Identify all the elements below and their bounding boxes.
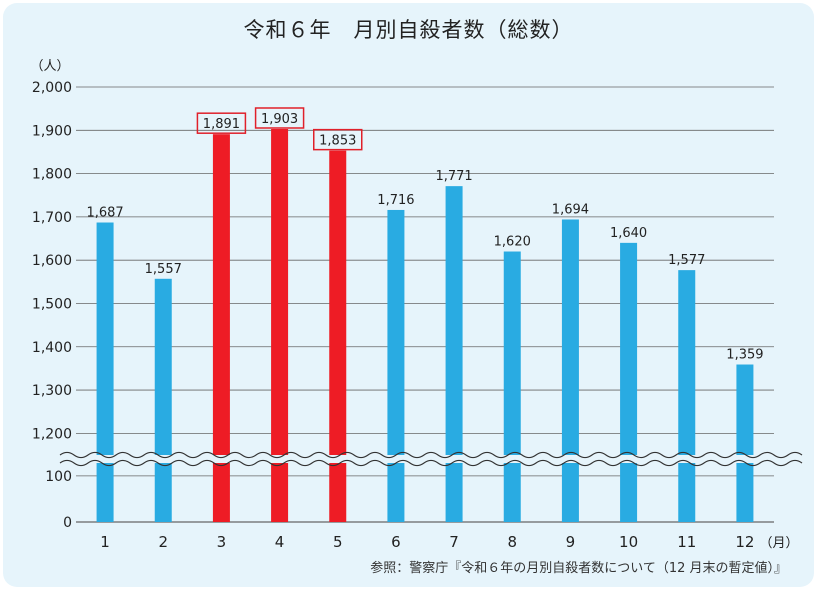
bar xyxy=(445,186,463,457)
highlight-box xyxy=(196,112,247,134)
bar xyxy=(620,242,638,457)
x-tick-label: 2 xyxy=(158,533,168,551)
bar-lower xyxy=(271,460,289,522)
y-tick-label: 1,600 xyxy=(32,253,72,269)
chart-title: 令和６年 月別自殺者数（総数） xyxy=(243,18,574,42)
data-label: 1,577 xyxy=(668,253,705,268)
axis-break-line xyxy=(59,459,803,467)
bar xyxy=(271,128,289,457)
y-tick-label: 1,300 xyxy=(32,383,72,399)
x-tick-label: 3 xyxy=(217,533,227,551)
y-tick-label: 100 xyxy=(45,469,72,485)
bar xyxy=(329,150,347,458)
bar xyxy=(736,364,754,457)
x-tick-label: 1 xyxy=(100,533,110,551)
bar-lower xyxy=(154,460,172,522)
bar-lower xyxy=(212,460,230,522)
data-label: 1,359 xyxy=(726,348,763,363)
data-label: 1,687 xyxy=(86,206,123,221)
data-label: 1,903 xyxy=(261,112,298,127)
y-axis-unit: （人） xyxy=(30,59,69,74)
bar-lower xyxy=(678,460,696,522)
data-label: 1,853 xyxy=(319,134,356,149)
bar-lower xyxy=(387,460,405,522)
source-note: 参照：警察庁『令和６年の月別自殺者数について（12 月末の暫定値）』 xyxy=(370,561,787,576)
bar-lower xyxy=(561,460,579,522)
x-tick-label: 6 xyxy=(391,533,401,551)
x-tick-label: 10 xyxy=(619,533,638,551)
data-label: 1,640 xyxy=(610,226,647,241)
axis-break-band xyxy=(60,455,792,463)
x-tick-label: 11 xyxy=(677,533,696,551)
bar xyxy=(154,278,172,457)
highlight-box xyxy=(313,128,363,151)
bar-lower xyxy=(329,460,347,522)
bar xyxy=(387,209,405,457)
highlight-box xyxy=(254,107,305,129)
data-label: 1,557 xyxy=(145,262,182,277)
x-axis-unit: （月） xyxy=(759,536,798,551)
x-tick-label: 4 xyxy=(275,533,285,551)
data-label: 1,620 xyxy=(494,235,531,250)
y-tick-label: 1,900 xyxy=(32,123,72,139)
x-tick-label: 8 xyxy=(507,533,517,551)
x-tick-label: 7 xyxy=(449,533,459,551)
x-tick-label: 9 xyxy=(566,533,576,551)
bar xyxy=(212,134,230,457)
x-tick-label: 5 xyxy=(333,533,343,551)
y-tick-label: 1,400 xyxy=(32,340,72,356)
y-tick-label: 0 xyxy=(63,515,72,531)
y-tick-label: 1,500 xyxy=(32,296,72,312)
axis-break-line xyxy=(59,451,803,459)
bar-lower xyxy=(736,460,754,522)
bar-lower xyxy=(503,460,521,522)
bar-lower xyxy=(620,460,638,522)
bar-lower xyxy=(96,460,114,522)
y-tick-label: 1,200 xyxy=(32,426,72,442)
bar xyxy=(678,270,696,457)
bar xyxy=(96,222,114,457)
y-tick-label: 1,700 xyxy=(32,210,72,226)
y-tick-label: 2,000 xyxy=(32,80,72,96)
bar xyxy=(561,219,579,457)
x-tick-label: 12 xyxy=(735,533,754,551)
data-label: 1,694 xyxy=(552,202,589,217)
data-label: 1,716 xyxy=(377,193,414,208)
y-tick-label: 1,800 xyxy=(32,167,72,183)
data-label: 1,891 xyxy=(203,117,240,132)
data-label: 1,771 xyxy=(435,169,472,184)
bar-lower xyxy=(445,460,463,522)
bar xyxy=(503,251,521,457)
